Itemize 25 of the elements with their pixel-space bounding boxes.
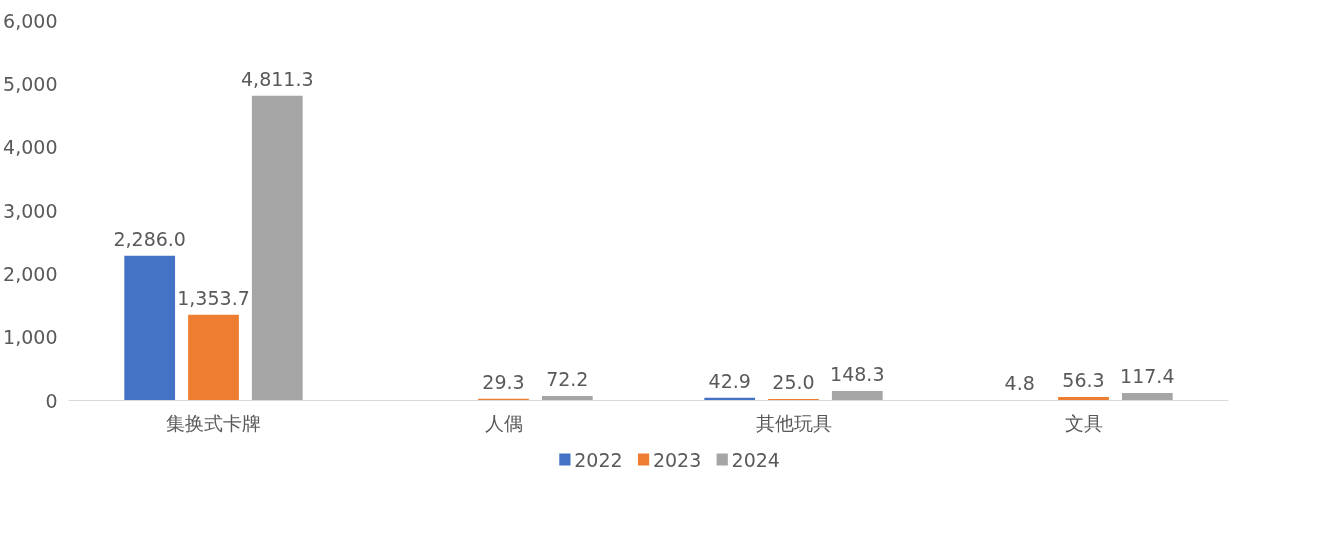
legend-label: 2024 [731,448,780,471]
data-label: 1,353.7 [177,286,250,309]
data-label: 148.3 [830,363,885,386]
y-tick-label: 1,000 [3,326,58,349]
data-label: 29.3 [482,370,525,393]
y-tick-label: 5,000 [3,72,58,95]
data-label: 117.4 [1120,365,1175,388]
x-tick-label: 集换式卡牌 [166,411,261,434]
y-tick-label: 2,000 [3,262,58,285]
x-tick-label: 人偶 [484,411,523,434]
y-tick-label: 0 [45,389,58,412]
data-label: 25.0 [772,370,815,393]
legend-label: 2022 [574,448,623,471]
x-tick-label: 文具 [1064,411,1103,434]
legend-label: 2023 [652,448,702,471]
data-label: 42.9 [708,369,751,392]
y-tick-label: 3,000 [3,199,58,222]
data-label: 2,286.0 [113,227,186,250]
y-tick-label: 4,000 [3,136,58,159]
data-label: 4,811.3 [241,67,314,90]
data-label: 56.3 [1062,368,1105,391]
data-label: 4.8 [1004,372,1035,395]
data-label: 72.2 [546,367,589,390]
y-tick-label: 6,000 [3,9,58,32]
x-tick-label: 其他玩具 [755,411,832,434]
